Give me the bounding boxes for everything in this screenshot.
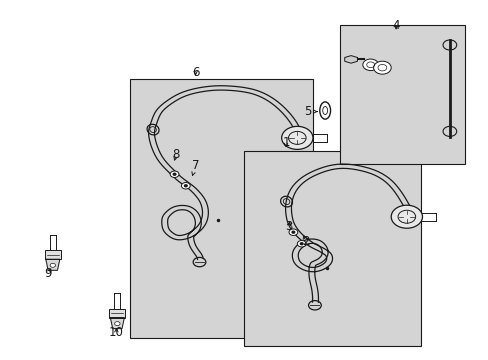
Text: 7: 7 — [191, 159, 199, 175]
Polygon shape — [110, 318, 124, 329]
Circle shape — [173, 173, 176, 175]
Text: 1: 1 — [282, 136, 289, 149]
Circle shape — [291, 231, 294, 233]
Circle shape — [300, 243, 303, 245]
Circle shape — [288, 229, 297, 235]
Ellipse shape — [319, 102, 330, 119]
Circle shape — [50, 263, 56, 267]
Bar — [339, 25, 464, 164]
Circle shape — [114, 321, 120, 325]
Circle shape — [373, 61, 390, 74]
Text: 6: 6 — [191, 66, 199, 78]
Text: 3: 3 — [284, 220, 292, 233]
Text: 8: 8 — [172, 148, 180, 161]
Circle shape — [281, 126, 312, 149]
Circle shape — [170, 171, 179, 177]
Bar — [244, 151, 420, 346]
Bar — [109, 309, 125, 318]
Text: 5: 5 — [304, 105, 317, 118]
Text: 9: 9 — [44, 267, 52, 280]
Circle shape — [390, 205, 422, 228]
Bar — [44, 251, 61, 259]
Polygon shape — [46, 259, 60, 270]
Bar — [129, 79, 312, 338]
Text: 2: 2 — [301, 235, 309, 248]
Circle shape — [184, 185, 187, 187]
Circle shape — [297, 240, 305, 247]
Text: 10: 10 — [109, 327, 123, 339]
Circle shape — [181, 183, 190, 189]
Circle shape — [362, 59, 378, 71]
Polygon shape — [344, 56, 357, 63]
Text: 4: 4 — [391, 19, 399, 32]
